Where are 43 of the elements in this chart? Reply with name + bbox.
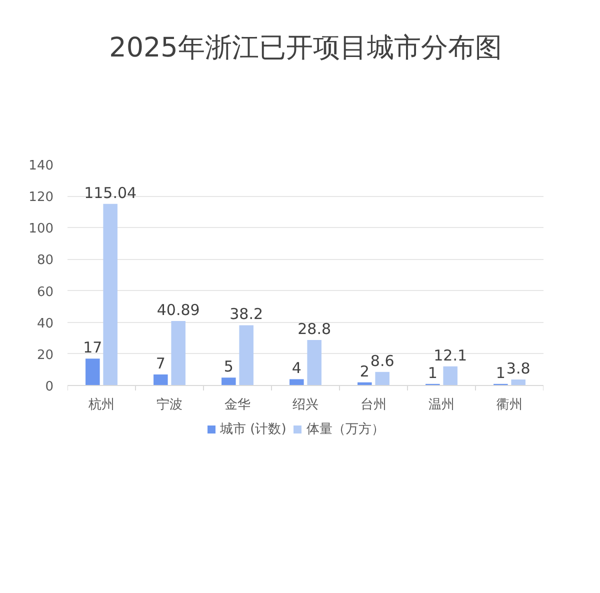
bar — [290, 379, 304, 386]
x-tick-label: 温州 — [428, 398, 454, 412]
data-label: 2 — [360, 362, 370, 380]
data-label: 12.1 — [434, 346, 468, 364]
data-label: 115.04 — [84, 184, 137, 202]
data-label: 17 — [83, 338, 102, 357]
bar — [86, 358, 100, 386]
y-tick-label: 120 — [28, 190, 54, 206]
y-tick-label: 0 — [45, 380, 54, 394]
y-tick-label: 20 — [36, 348, 54, 363]
data-label: 3.8 — [506, 360, 530, 378]
x-tick-label: 宁波 — [156, 396, 182, 412]
legend-label: 城市 (计数) — [220, 421, 286, 438]
y-tick-label: 60 — [36, 284, 54, 300]
data-label: 38.2 — [230, 305, 264, 324]
bar — [511, 380, 526, 386]
bar — [375, 372, 390, 386]
bar — [154, 374, 168, 386]
bar — [307, 340, 322, 386]
bar — [103, 204, 118, 386]
bar — [171, 320, 186, 386]
data-label: 8.6 — [370, 352, 394, 370]
data-label: 5 — [224, 358, 234, 376]
x-tick-label: 绍兴 — [292, 398, 318, 412]
data-label: 28.8 — [298, 320, 332, 338]
x-tick-label: 杭州 — [88, 398, 114, 412]
x-tick-label: 衢州 — [496, 398, 522, 412]
data-label: 1 — [496, 364, 506, 382]
x-tick-label: 金华 — [224, 398, 250, 412]
chart-title: 2025年浙江已开项目城市分布图 — [109, 32, 502, 64]
y-tick-label: 140 — [28, 158, 54, 174]
bar — [443, 366, 458, 386]
legend-label: 体量（万方） — [306, 421, 384, 438]
bar — [239, 325, 254, 386]
data-label: 4 — [292, 359, 302, 378]
y-tick-label: 40 — [36, 316, 54, 332]
bar — [222, 378, 236, 386]
y-tick-label: 100 — [28, 222, 54, 237]
x-tick-label: 台州 — [360, 398, 386, 412]
data-label: 7 — [156, 354, 166, 372]
data-label: 1 — [428, 364, 438, 382]
y-tick-label: 80 — [36, 253, 54, 268]
data-label: 40.89 — [156, 300, 200, 319]
